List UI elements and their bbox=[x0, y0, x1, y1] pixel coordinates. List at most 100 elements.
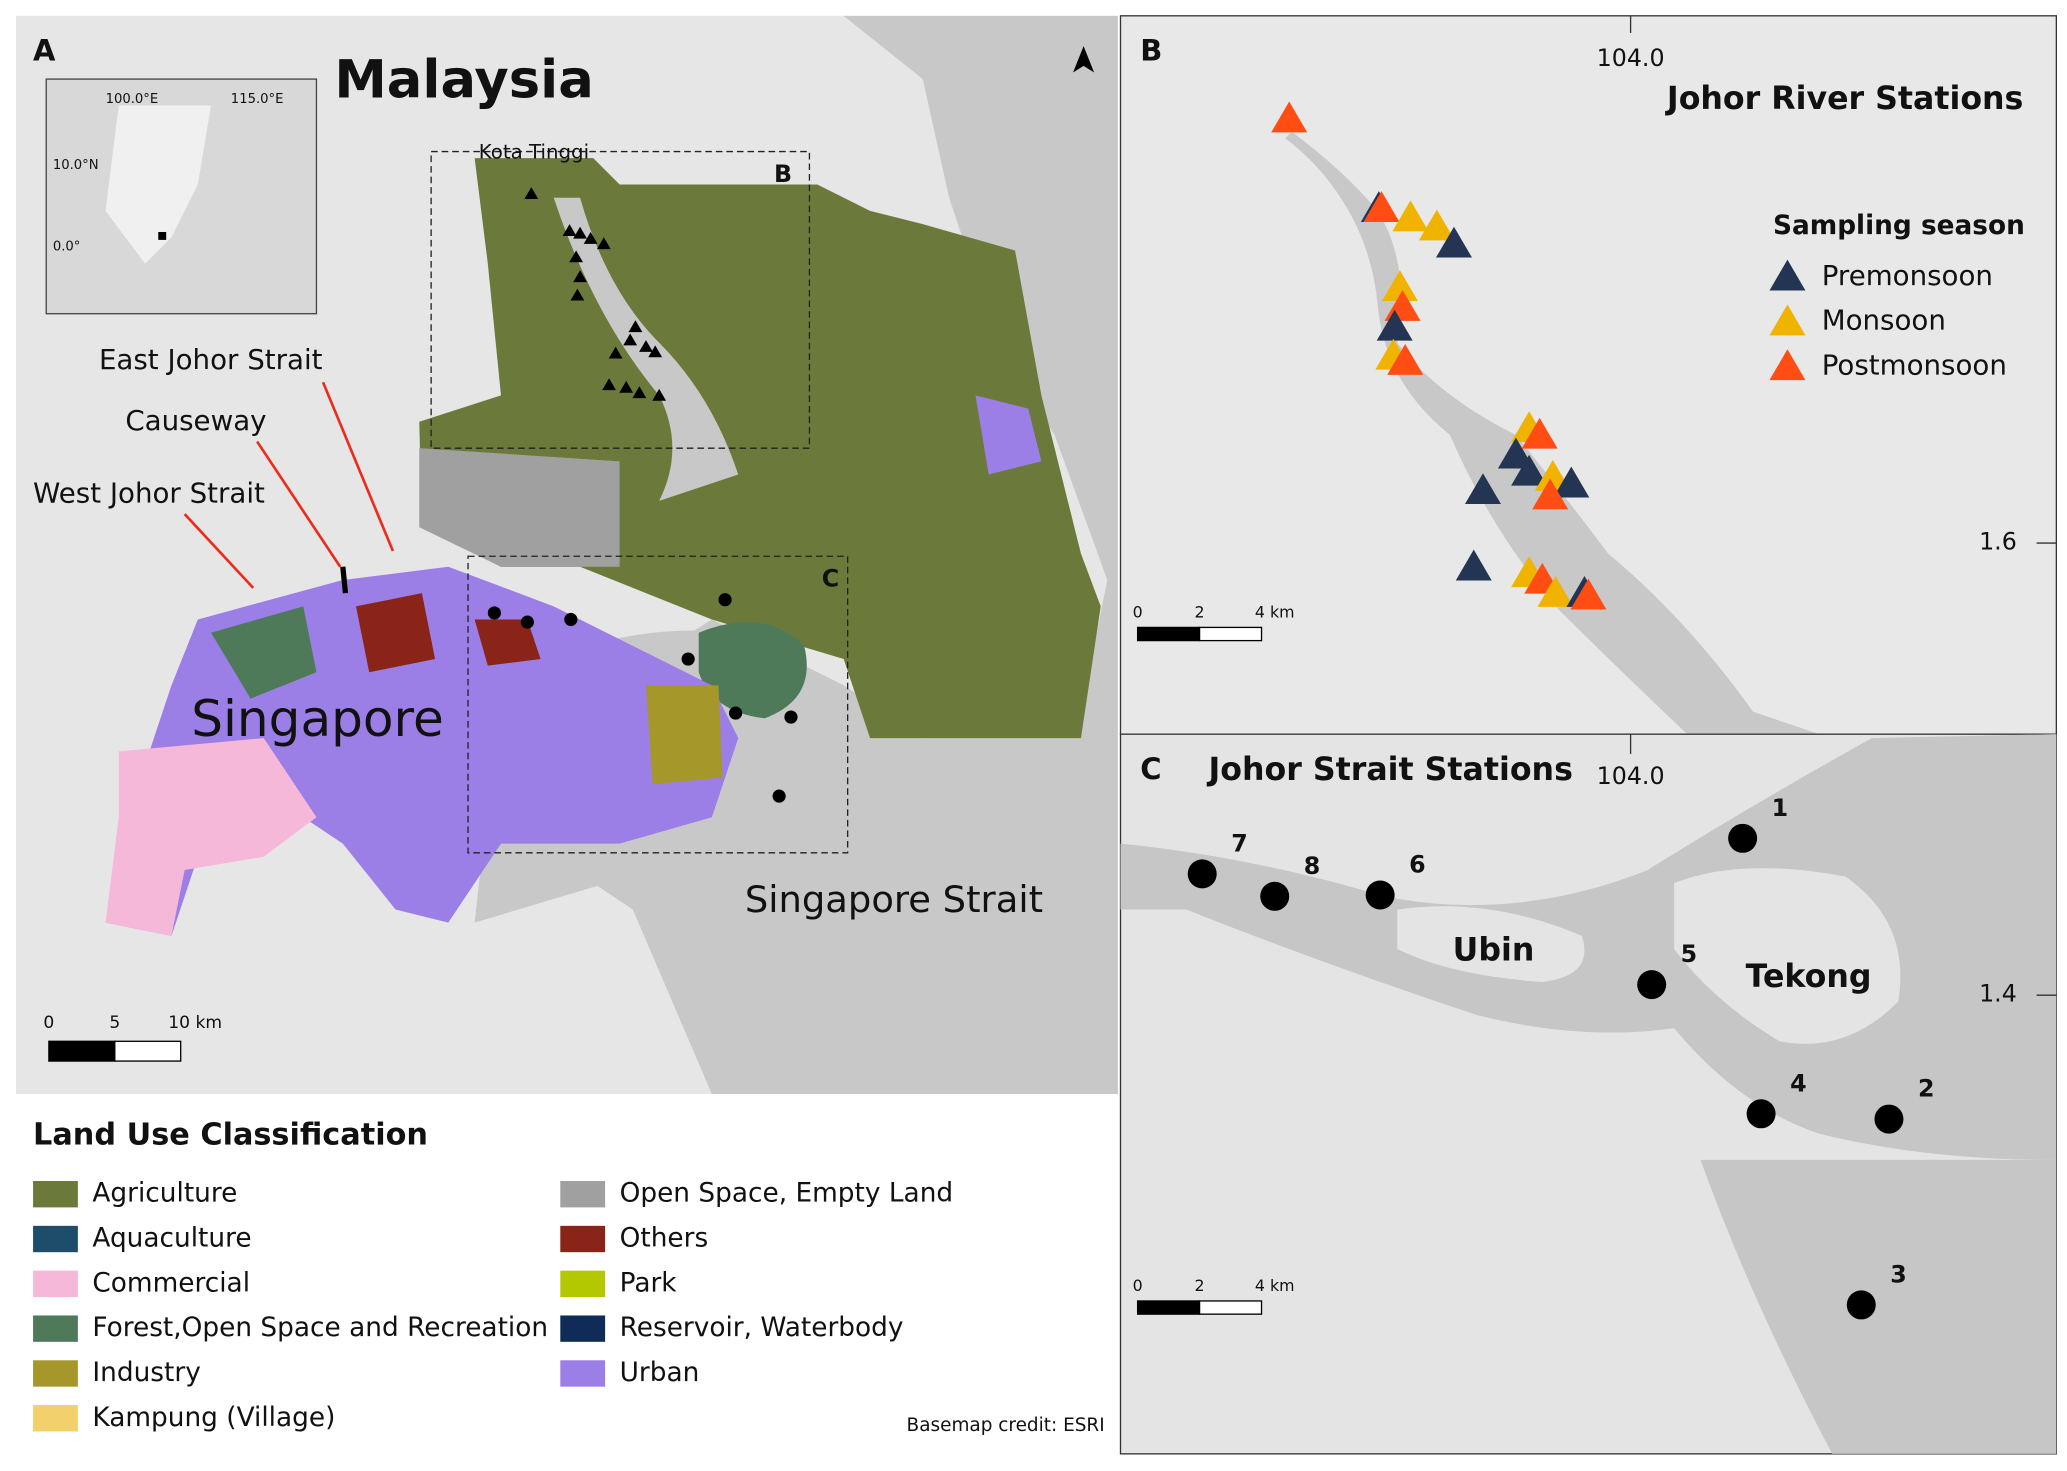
legend-title: Sampling season bbox=[1773, 211, 2025, 241]
station-triangle bbox=[1570, 578, 1607, 610]
station-triangle bbox=[570, 288, 585, 301]
legend-label: Forest,Open Space and Recreation bbox=[92, 1313, 548, 1343]
inset-marker bbox=[158, 231, 167, 240]
station-dot bbox=[718, 593, 732, 607]
inset-tick: 115.0°E bbox=[231, 92, 284, 107]
legend-label: Reservoir, Waterbody bbox=[620, 1313, 904, 1343]
station-dot bbox=[1365, 880, 1395, 910]
station-triangle bbox=[1497, 437, 1534, 469]
others-patch bbox=[355, 593, 541, 673]
legend-swatch bbox=[560, 1360, 606, 1387]
station-dot bbox=[772, 789, 786, 803]
legend-label: Urban bbox=[620, 1358, 700, 1388]
panel-title: Johor Strait Stations bbox=[1207, 752, 1573, 788]
station-triangle bbox=[1521, 417, 1558, 449]
station-dot bbox=[729, 706, 743, 720]
station-triangle bbox=[1537, 576, 1574, 607]
scale-bar bbox=[1136, 1300, 1201, 1315]
legend-label: Industry bbox=[92, 1358, 200, 1388]
tekong-island bbox=[1674, 868, 1901, 1044]
tekong-forest bbox=[698, 622, 807, 719]
legend-label: Aquaculture bbox=[92, 1224, 251, 1254]
station-triangle bbox=[648, 345, 663, 358]
legend-triangle bbox=[1769, 349, 1806, 381]
legend-label: Kampung (Village) bbox=[92, 1403, 335, 1433]
panel-letter: A bbox=[33, 34, 56, 68]
country-label: Singapore bbox=[191, 690, 444, 748]
station-triangle bbox=[1455, 549, 1492, 581]
station-triangle bbox=[573, 270, 587, 283]
scale-bar bbox=[1198, 626, 1263, 642]
station-triangle bbox=[1532, 478, 1569, 510]
scale-label: 0 bbox=[1133, 1276, 1143, 1295]
legend-swatch bbox=[33, 1225, 78, 1253]
station-triangle bbox=[602, 378, 616, 391]
station-dot bbox=[1187, 859, 1217, 889]
scale-label: 5 bbox=[109, 1013, 120, 1033]
station-dot bbox=[564, 612, 578, 627]
legend-swatch bbox=[560, 1225, 606, 1253]
legend-label: Monsoon bbox=[1822, 304, 1946, 337]
station-triangle bbox=[652, 388, 667, 401]
box-label: C bbox=[822, 564, 839, 592]
station-triangle bbox=[1376, 309, 1413, 341]
lat-label: 1.6 bbox=[1979, 528, 2017, 556]
station-triangle bbox=[562, 224, 577, 236]
credit: Basemap credit: ESRI bbox=[907, 1415, 1105, 1436]
country-label: Malaysia bbox=[334, 50, 593, 111]
scale-label: 2 bbox=[1195, 1276, 1205, 1295]
strait-water bbox=[1120, 734, 2057, 1160]
station-triangle bbox=[1553, 466, 1590, 498]
inset-land bbox=[105, 105, 212, 264]
legend-swatch bbox=[33, 1360, 78, 1387]
station-dot bbox=[1746, 1099, 1776, 1129]
industry-patch bbox=[645, 685, 723, 785]
station-triangle bbox=[623, 333, 638, 346]
urban-patch bbox=[975, 395, 1042, 475]
panel-title: Johor River Stations bbox=[1665, 81, 2023, 117]
station-triangle bbox=[596, 237, 611, 250]
river bbox=[1285, 131, 1820, 735]
scale-bar bbox=[114, 1040, 182, 1062]
legend-label: Park bbox=[620, 1268, 678, 1298]
legend-swatch bbox=[33, 1181, 78, 1208]
legend-swatch bbox=[560, 1315, 606, 1342]
scale-label: 0 bbox=[43, 1013, 54, 1033]
scale-bar bbox=[1136, 626, 1201, 642]
station-triangle bbox=[569, 250, 584, 263]
station-dot bbox=[1874, 1104, 1904, 1134]
station-triangle bbox=[1418, 209, 1455, 241]
forest-patch bbox=[211, 606, 317, 699]
island-label: Tekong bbox=[1746, 959, 1872, 995]
place-label: East Johor Strait bbox=[99, 343, 323, 376]
scale-bar bbox=[1198, 1300, 1263, 1315]
station-triangle bbox=[639, 340, 653, 352]
station-dot bbox=[1846, 1290, 1876, 1320]
legend-swatch bbox=[560, 1270, 606, 1298]
station-label: 1 bbox=[1772, 794, 1789, 822]
station-label: 2 bbox=[1918, 1075, 1935, 1103]
north-arrow bbox=[1073, 46, 1095, 73]
legend-triangle bbox=[1769, 304, 1806, 336]
station-triangle bbox=[573, 226, 587, 239]
station-dot bbox=[1260, 881, 1290, 911]
legend-label: Postmonsoon bbox=[1822, 348, 2007, 381]
station-label: 3 bbox=[1890, 1260, 1907, 1288]
island-label: Ubin bbox=[1453, 933, 1535, 969]
legend-label: Commercial bbox=[92, 1268, 250, 1298]
place-label: Kota Tinggi bbox=[479, 140, 589, 163]
scale-label: 10 km bbox=[168, 1013, 222, 1033]
season-legend: Premonsoon Monsoon Postmonsoon bbox=[1769, 259, 2007, 381]
commercial-area bbox=[105, 738, 317, 936]
legend-swatch bbox=[560, 1181, 606, 1208]
station-triangle bbox=[583, 231, 598, 244]
inset-tick: 0.0° bbox=[53, 239, 81, 254]
strait-arrows bbox=[183, 381, 395, 589]
legend-label: Others bbox=[620, 1224, 709, 1254]
scale-label: 2 bbox=[1195, 602, 1205, 621]
arrow bbox=[321, 381, 395, 552]
sea bbox=[1700, 1159, 2057, 1454]
station-dot bbox=[1728, 823, 1758, 853]
place-label: Singapore Strait bbox=[745, 878, 1043, 921]
